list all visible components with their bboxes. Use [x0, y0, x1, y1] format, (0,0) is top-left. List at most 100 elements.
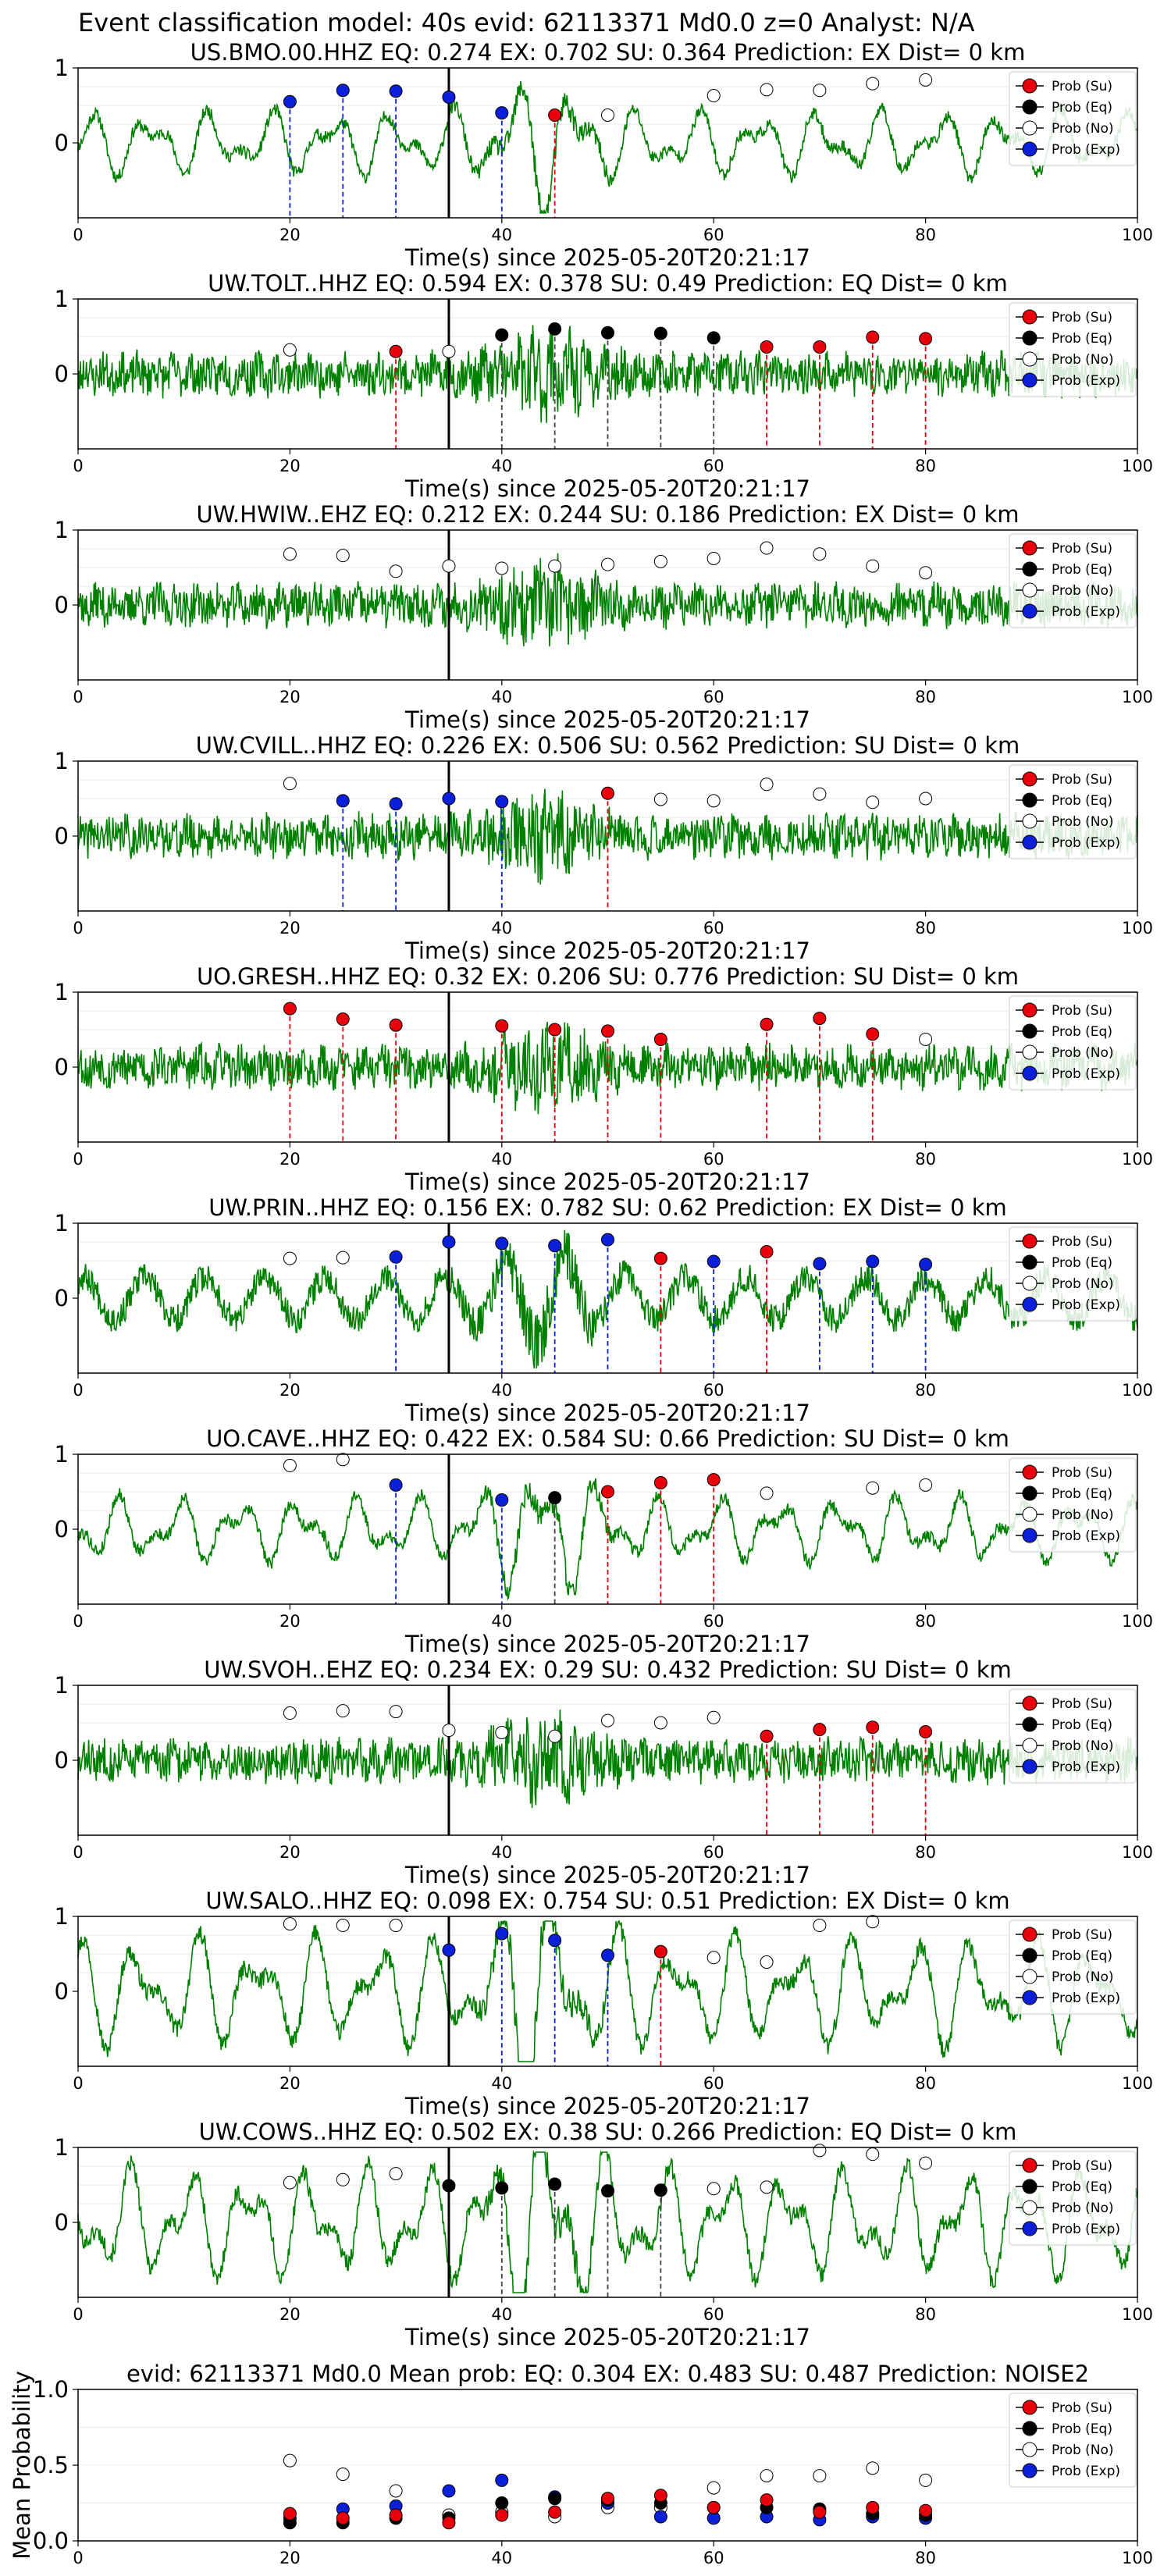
prob-marker-no: [389, 2167, 403, 2181]
prob-marker-no: [442, 559, 456, 573]
legend-label-eq: Prob (Eq): [1052, 1486, 1112, 1502]
prob-marker-no: [336, 1919, 350, 1933]
legend-label-su: Prob (Su): [1052, 1927, 1112, 1943]
x-tick-label: 100: [1122, 919, 1153, 938]
prob-marker-no: [813, 787, 827, 801]
legend-label-su: Prob (Su): [1052, 1465, 1112, 1481]
prob-marker-exp: [495, 1493, 509, 1507]
mean-marker-no: [389, 2484, 403, 2498]
x-tick-label: 60: [703, 1150, 724, 1169]
legend-marker-eq: [1022, 99, 1038, 115]
prob-marker-exp: [601, 1948, 614, 1962]
x-axis-label: Time(s) since 2025-05-20T20:21:17: [404, 1862, 810, 1888]
panel-title: UW.TOLT..HHZ EQ: 0.594 EX: 0.378 SU: 0.4…: [208, 270, 1008, 297]
legend-label-eq: Prob (Eq): [1052, 793, 1112, 809]
waveform-trace: [77, 80, 1138, 214]
mean-marker-exp: [442, 2484, 456, 2498]
x-tick-label: 40: [491, 2074, 512, 2093]
y-tick-label: 0: [55, 823, 69, 849]
legend-marker-eq: [1022, 2421, 1038, 2436]
prob-marker-su: [653, 1032, 667, 1046]
legend-marker-exp: [1022, 834, 1038, 850]
prob-marker-su: [548, 1023, 562, 1037]
legend-marker-exp: [1022, 141, 1038, 157]
prob-marker-no: [919, 1032, 933, 1046]
legend-marker-su: [1022, 2158, 1038, 2173]
x-tick-label: 60: [703, 2305, 724, 2324]
prob-marker-su: [601, 1024, 614, 1038]
prob-marker-su: [813, 340, 827, 354]
legend-box: [1009, 2393, 1137, 2488]
legend-marker-no: [1022, 351, 1038, 367]
prob-marker-no: [866, 1481, 880, 1495]
mean-marker-eq: [495, 2496, 509, 2510]
x-tick-label: 0: [73, 1381, 83, 1400]
prob-marker-no: [336, 1453, 350, 1467]
prob-marker-exp: [336, 794, 350, 808]
legend-label-eq: Prob (Eq): [1052, 1948, 1112, 1964]
prob-marker-exp: [442, 792, 456, 806]
y-tick-label: 1: [55, 1210, 69, 1236]
prob-marker-no: [283, 1917, 297, 1931]
station-panel: US.BMO.00.HHZ EQ: 0.274 EX: 0.702 SU: 0.…: [55, 39, 1154, 271]
mean-marker-eq: [548, 2492, 562, 2506]
prob-marker-no: [866, 559, 880, 573]
x-axis-label: Time(s) since 2025-05-20T20:21:17: [404, 2093, 810, 2119]
mean-marker-su: [866, 2500, 880, 2514]
panel-title: UW.SALO..HHZ EQ: 0.098 EX: 0.754 SU: 0.5…: [205, 1888, 1009, 1914]
legend-marker-no: [1022, 1738, 1038, 1753]
station-panel: UO.CAVE..HHZ EQ: 0.422 EX: 0.584 SU: 0.6…: [55, 1425, 1154, 1657]
legend-marker-no: [1022, 1507, 1038, 1522]
prob-marker-su: [866, 330, 880, 344]
prob-marker-no: [283, 547, 297, 561]
x-tick-label: 100: [1122, 1843, 1153, 1862]
legend-marker-su: [1022, 1464, 1038, 1480]
prob-marker-exp: [707, 1254, 721, 1268]
legend-label-su: Prob (Su): [1052, 541, 1112, 557]
prob-marker-no: [389, 564, 403, 578]
prob-marker-no: [707, 794, 721, 808]
legend-label-no: Prob (No): [1052, 2443, 1114, 2458]
y-tick-label: 1: [55, 748, 69, 774]
prob-marker-no: [442, 344, 456, 358]
prob-marker-eq: [442, 2179, 456, 2193]
legend-label-exp: Prob (Exp): [1052, 1759, 1120, 1775]
x-tick-label: 100: [1122, 1150, 1153, 1169]
x-tick-label: 60: [703, 2549, 724, 2567]
prob-marker-su: [760, 1244, 774, 1258]
prob-marker-no: [653, 792, 667, 806]
prob-marker-exp: [283, 94, 297, 109]
prob-marker-su: [389, 344, 403, 358]
waveform-trace: [77, 325, 1138, 423]
legend-label-exp: Prob (Exp): [1052, 1297, 1120, 1313]
prob-marker-su: [653, 1251, 667, 1265]
legend-label-exp: Prob (Exp): [1052, 2222, 1120, 2237]
y-tick-label: 0.0: [33, 2528, 69, 2554]
prob-marker-no: [813, 547, 827, 561]
prob-marker-exp: [548, 1934, 562, 1948]
legend-label-no: Prob (No): [1052, 583, 1114, 599]
x-tick-label: 40: [491, 919, 512, 938]
x-tick-label: 100: [1122, 688, 1153, 706]
legend-marker-exp: [1022, 2221, 1038, 2236]
x-tick-label: 40: [491, 457, 512, 475]
x-tick-label: 100: [1122, 457, 1153, 475]
legend-label-eq: Prob (Eq): [1052, 100, 1112, 116]
prob-marker-no: [707, 1951, 721, 1965]
prob-marker-su: [866, 1720, 880, 1735]
prob-marker-eq: [601, 326, 614, 340]
legend-label-exp: Prob (Exp): [1052, 2464, 1120, 2479]
prob-marker-exp: [442, 1943, 456, 1957]
legend-marker-su: [1022, 1002, 1038, 1018]
x-tick-label: 0: [73, 226, 83, 244]
legend-marker-eq: [1022, 1717, 1038, 1732]
prob-marker-no: [389, 1919, 403, 1933]
legend-label-su: Prob (Su): [1052, 79, 1112, 94]
prob-marker-exp: [548, 1239, 562, 1253]
mean-marker-exp: [653, 2510, 667, 2524]
mean-marker-no: [813, 2469, 827, 2483]
legend-marker-exp: [1022, 1066, 1038, 1081]
x-tick-label: 0: [73, 688, 83, 706]
prob-marker-su: [760, 1017, 774, 1031]
